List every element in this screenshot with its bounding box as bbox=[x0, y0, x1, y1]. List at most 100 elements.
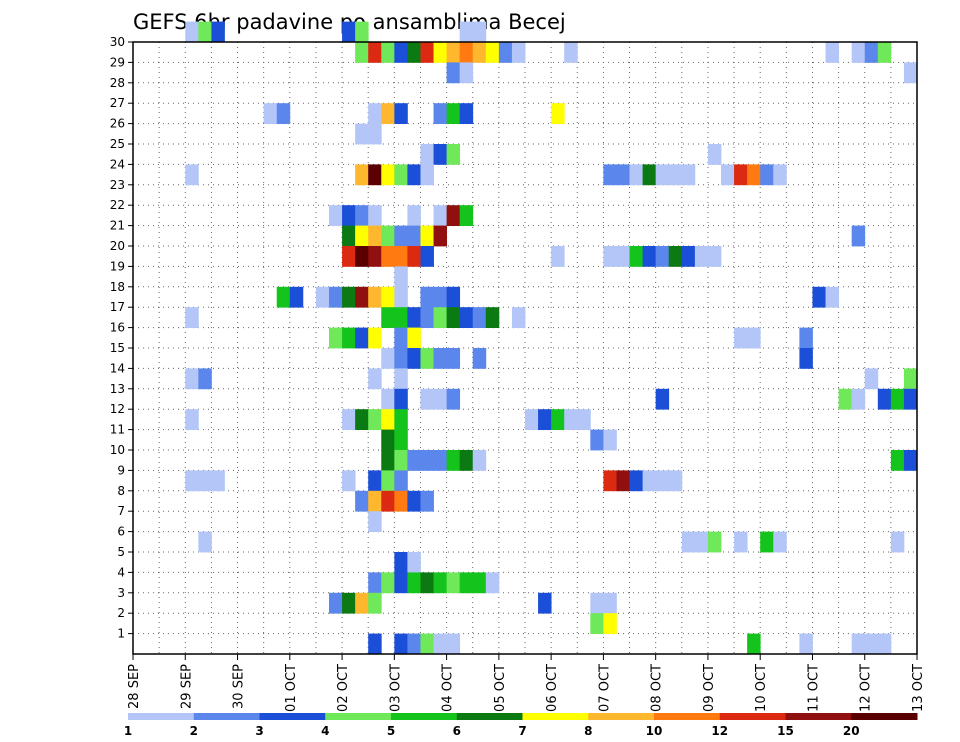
heatmap-cell bbox=[525, 409, 539, 430]
heatmap-cell bbox=[420, 307, 434, 328]
y-tick-label: 10 bbox=[110, 443, 125, 457]
heatmap-cell bbox=[433, 103, 447, 124]
heatmap-cell bbox=[185, 368, 199, 390]
x-tick-label: 07 OCT bbox=[597, 664, 612, 712]
heatmap-cell bbox=[603, 429, 617, 451]
heatmap-cell bbox=[446, 572, 461, 594]
heatmap-cell bbox=[538, 409, 552, 430]
heatmap-cell bbox=[342, 470, 356, 492]
heatmap-cell bbox=[459, 572, 474, 594]
heatmap-cell bbox=[185, 164, 199, 186]
heatmap-cell bbox=[459, 205, 474, 226]
colorbar-label: 6 bbox=[453, 724, 461, 738]
heatmap-cell bbox=[629, 246, 643, 267]
heatmap-cell bbox=[851, 42, 866, 63]
heatmap-cell bbox=[472, 450, 487, 471]
y-tick-label: 7 bbox=[117, 504, 125, 518]
heatmap-cell bbox=[629, 164, 643, 186]
heatmap-cell bbox=[381, 490, 395, 512]
y-tick-label: 5 bbox=[117, 545, 125, 559]
heatmap-cell bbox=[747, 164, 761, 186]
heatmap-cell bbox=[459, 103, 474, 124]
heatmap-cell bbox=[342, 21, 356, 43]
heatmap-cell bbox=[315, 286, 330, 308]
heatmap-cell bbox=[355, 21, 369, 43]
x-tick-label: 10 OCT bbox=[754, 664, 769, 712]
y-tick-label: 30 bbox=[110, 35, 125, 49]
heatmap-cell bbox=[394, 490, 408, 512]
heatmap-cell bbox=[747, 633, 761, 655]
heatmap-cell bbox=[394, 164, 408, 186]
y-tick-label: 15 bbox=[110, 341, 125, 355]
heatmap-cell bbox=[459, 450, 474, 471]
colorbar-swatch bbox=[785, 713, 852, 720]
colorbar-label: 2 bbox=[190, 724, 198, 738]
x-tick-label: 05 OCT bbox=[493, 664, 508, 712]
heatmap-cell bbox=[446, 205, 461, 226]
heatmap-cell bbox=[773, 164, 787, 186]
colorbar-swatch bbox=[588, 713, 655, 720]
heatmap-cell bbox=[420, 572, 434, 594]
colorbar-label: 7 bbox=[518, 724, 526, 738]
heatmap-cell bbox=[864, 368, 879, 390]
heatmap-cell bbox=[420, 450, 434, 471]
heatmap-cell bbox=[433, 633, 447, 655]
y-tick-label: 27 bbox=[110, 96, 125, 110]
heatmap-cell bbox=[407, 42, 421, 63]
heatmap-cell bbox=[799, 348, 813, 369]
heatmap-cell bbox=[655, 388, 670, 410]
heatmap-cell bbox=[342, 592, 356, 614]
x-tick-label: 13 OCT bbox=[911, 664, 926, 712]
y-tick-label: 11 bbox=[110, 423, 125, 437]
heatmap-cell bbox=[368, 592, 382, 614]
y-tick-label: 6 bbox=[117, 525, 125, 539]
heatmap-cell bbox=[864, 633, 879, 655]
heatmap-cell bbox=[407, 327, 421, 349]
heatmap-cell bbox=[407, 348, 421, 369]
y-tick-label: 4 bbox=[117, 565, 125, 579]
heatmap-cell bbox=[368, 103, 382, 124]
y-tick-label: 9 bbox=[117, 463, 125, 477]
heatmap-cell bbox=[851, 225, 866, 247]
heatmap-cell bbox=[590, 613, 604, 634]
colorbar-swatch bbox=[456, 713, 523, 720]
heatmap-cell bbox=[420, 225, 434, 247]
heatmap-cell bbox=[707, 246, 722, 267]
heatmap-cell bbox=[394, 450, 408, 471]
y-tick-label: 25 bbox=[110, 137, 125, 151]
heatmap-cell bbox=[407, 633, 421, 655]
heatmap-cell bbox=[185, 21, 199, 43]
colorbar-swatch bbox=[193, 713, 260, 720]
heatmap-cell bbox=[903, 388, 918, 410]
heatmap-cell bbox=[420, 388, 434, 410]
heatmap-cell bbox=[812, 286, 826, 308]
x-tick-label: 09 OCT bbox=[702, 664, 717, 712]
heatmap-cell bbox=[446, 348, 461, 369]
heatmap-cell bbox=[890, 531, 905, 553]
heatmap-cell bbox=[368, 246, 382, 267]
heatmap-cell bbox=[734, 164, 748, 186]
heatmap-cell bbox=[433, 205, 447, 226]
heatmap-cell bbox=[642, 470, 657, 492]
heatmap-cell bbox=[185, 307, 199, 328]
heatmap-cell bbox=[355, 205, 369, 226]
heatmap-cell bbox=[446, 307, 461, 328]
heatmap-cell bbox=[472, 21, 487, 43]
y-tick-label: 28 bbox=[110, 76, 125, 90]
heatmap-cell bbox=[433, 348, 447, 369]
heatmap-cell bbox=[642, 164, 657, 186]
heatmap-cell bbox=[342, 409, 356, 430]
colorbar-swatch bbox=[719, 713, 786, 720]
heatmap-cell bbox=[707, 144, 722, 165]
y-tick-label: 29 bbox=[110, 55, 125, 69]
heatmap-cell bbox=[603, 592, 617, 614]
heatmap-cell bbox=[368, 409, 382, 430]
heatmap-cell bbox=[355, 409, 369, 430]
y-tick-label: 18 bbox=[110, 280, 125, 294]
heatmap-cell bbox=[446, 633, 461, 655]
heatmap-cell bbox=[407, 572, 421, 594]
heatmap-cell bbox=[446, 103, 461, 124]
heatmap-cell bbox=[838, 388, 853, 410]
heatmap-cell bbox=[864, 42, 879, 63]
heatmap-cell bbox=[734, 327, 748, 349]
